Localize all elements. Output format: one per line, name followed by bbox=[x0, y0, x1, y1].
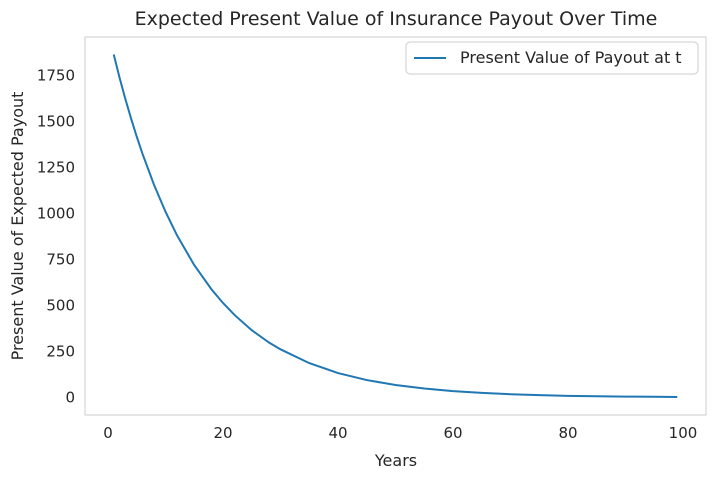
plot-area bbox=[84, 36, 707, 416]
y-tick-label: 0 bbox=[65, 389, 75, 407]
y-axis-label: Present Value of Expected Payout bbox=[8, 92, 27, 361]
y-tick-label: 1500 bbox=[37, 113, 75, 131]
x-tick-label: 80 bbox=[558, 424, 577, 442]
legend-label: Present Value of Payout at t bbox=[460, 48, 682, 67]
y-tick-label: 1000 bbox=[37, 205, 75, 223]
x-axis-label: Years bbox=[374, 451, 417, 470]
y-tick-label: 500 bbox=[46, 297, 75, 315]
y-tick-label: 1250 bbox=[37, 159, 75, 177]
legend-box bbox=[405, 41, 699, 75]
x-tick-label: 40 bbox=[328, 424, 347, 442]
x-tick-label: 20 bbox=[213, 424, 232, 442]
legend: Present Value of Payout at t bbox=[405, 41, 699, 75]
x-tick-label: 0 bbox=[103, 424, 113, 442]
y-tick-label: 750 bbox=[46, 251, 75, 269]
chart-title: Expected Present Value of Insurance Payo… bbox=[135, 8, 658, 30]
series-line-present-value bbox=[112, 54, 678, 398]
x-tick-label: 60 bbox=[443, 424, 462, 442]
y-tick-label: 250 bbox=[46, 343, 75, 361]
y-tick-label: 1750 bbox=[37, 67, 75, 85]
x-tick-label: 100 bbox=[669, 424, 698, 442]
y-axis: 0 250 500 750 1000 1250 1500 1750 bbox=[37, 67, 75, 407]
x-axis: 0 20 40 60 80 100 bbox=[103, 424, 697, 442]
